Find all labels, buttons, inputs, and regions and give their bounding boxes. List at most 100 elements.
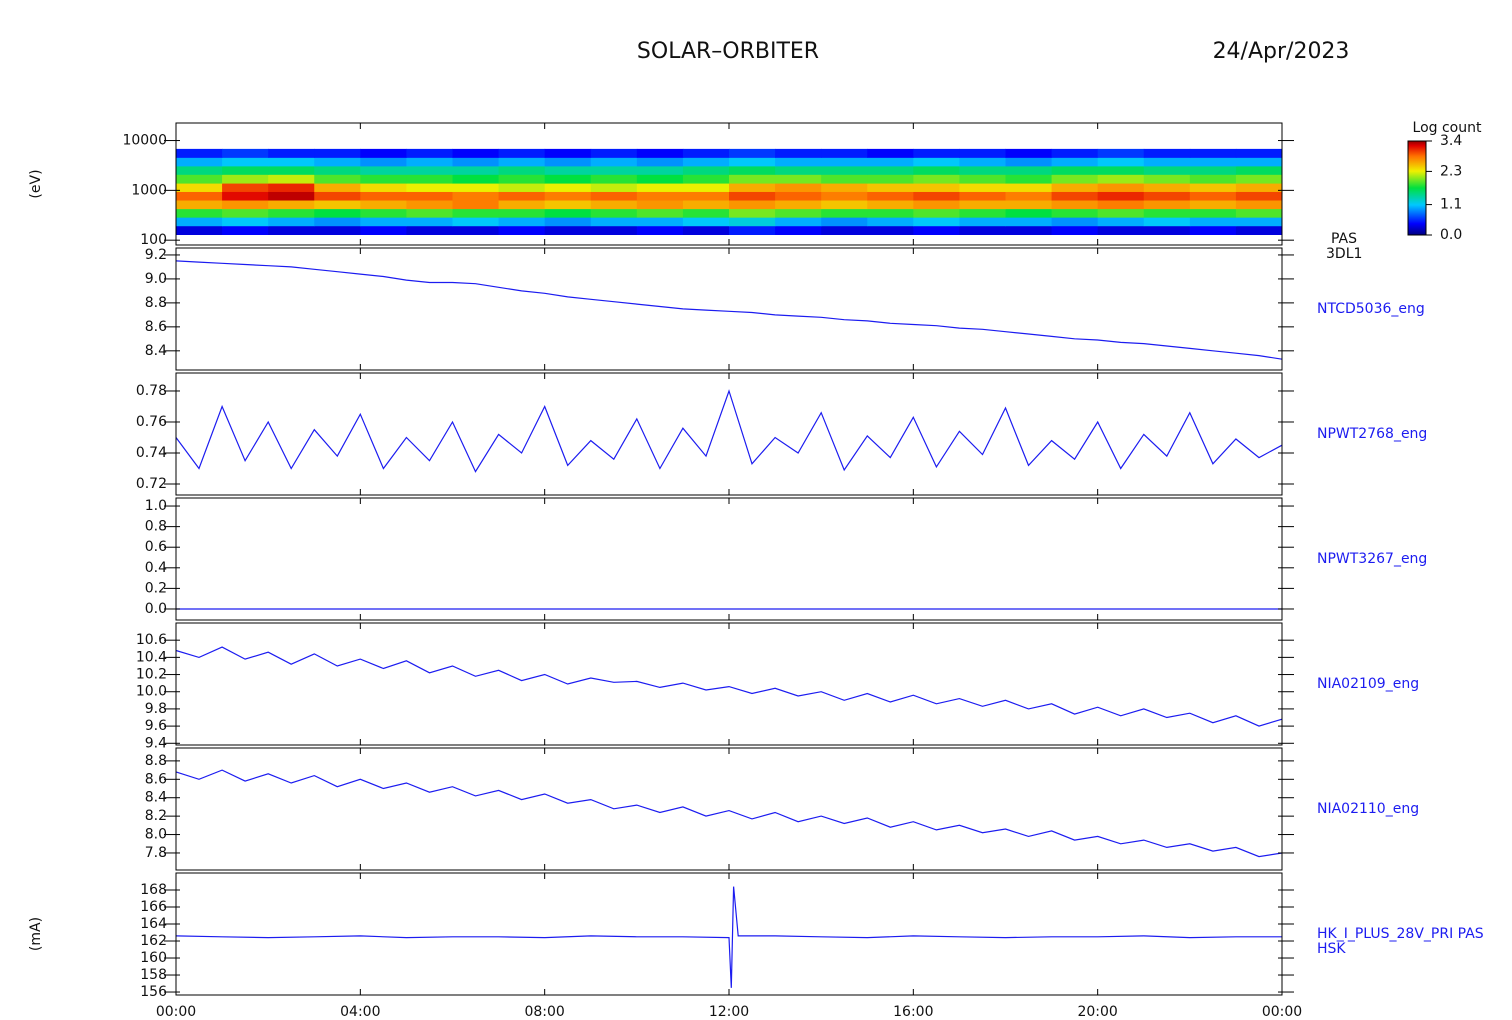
heatmap-cell — [314, 165, 361, 175]
heatmap-cell — [268, 148, 315, 158]
heatmap-cell — [1235, 157, 1283, 167]
heatmap-cell — [775, 225, 822, 235]
heatmap-cell — [682, 183, 730, 192]
heatmap-cell — [775, 148, 822, 158]
heatmap-cell — [498, 200, 546, 210]
x-tick-label: 00:00 — [1262, 1004, 1302, 1020]
heatmap-cell — [176, 225, 223, 235]
heatmap-cell — [913, 174, 960, 184]
heatmap-cell — [636, 191, 684, 201]
heatmap-cell — [959, 183, 1006, 192]
series-line — [175, 769, 1283, 858]
heatmap-cell — [682, 148, 730, 158]
panel-frame — [175, 747, 1283, 871]
y-tick-label: 1.0 — [145, 498, 167, 514]
heatmap-cell — [452, 157, 500, 167]
x-tick-label: 00:00 — [156, 1004, 196, 1020]
heatmap-cell — [636, 217, 684, 227]
x-tick-label: 16:00 — [893, 1004, 933, 1020]
heatmap-cell — [222, 225, 269, 235]
heatmap-cell — [729, 217, 776, 227]
heatmap-cell — [498, 225, 546, 235]
heatmap-cell — [636, 208, 684, 218]
heatmap-cell — [314, 225, 361, 235]
heatmap-cell — [867, 165, 914, 175]
heatmap-cell — [682, 200, 730, 210]
heatmap-cell — [729, 208, 776, 218]
heatmap-cell — [821, 208, 868, 218]
heatmap-cell — [360, 148, 407, 158]
heatmap-cell — [268, 157, 315, 167]
heatmap-cell — [729, 183, 776, 192]
heatmap-cell — [1051, 174, 1099, 184]
heatmap-cell — [913, 183, 960, 192]
heatmap-cell — [867, 217, 914, 227]
y-tick-label: 0.2 — [145, 580, 167, 596]
heatmap-cell — [636, 174, 684, 184]
heatmap-cell — [1051, 148, 1099, 158]
heatmap-cell — [268, 183, 315, 192]
heatmap-cell — [268, 165, 315, 175]
heatmap-cell — [913, 165, 960, 175]
y-tick-label: 0.0 — [145, 601, 167, 617]
title: SOLAR–ORBITER — [637, 39, 819, 64]
heatmap-cell — [406, 225, 453, 235]
heatmap-cell — [544, 208, 592, 218]
heatmap-cell — [360, 191, 407, 201]
heatmap-cell — [1235, 174, 1283, 184]
heatmap-cell — [1051, 225, 1099, 235]
colorbar-title: Log count — [1413, 120, 1482, 136]
series-line — [175, 260, 1283, 360]
heatmap-cell — [452, 174, 500, 184]
heatmap-cell — [498, 157, 546, 167]
heatmap-cell — [222, 148, 269, 158]
heatmap-cell — [1051, 208, 1099, 218]
heatmap-cell — [636, 165, 684, 175]
panel-label: PAS — [1331, 231, 1357, 247]
heatmap-cell — [176, 157, 223, 167]
heatmap-cell — [1235, 208, 1283, 218]
heatmap-cell — [1005, 191, 1053, 201]
heatmap-cell — [1097, 183, 1145, 192]
heatmap-cell — [1143, 191, 1191, 201]
y-tick-label: 160 — [140, 950, 167, 966]
heatmap-cell — [867, 174, 914, 184]
heatmap-cell — [406, 208, 453, 218]
y-tick-label: 8.4 — [145, 790, 167, 806]
heatmap-cell — [959, 157, 1006, 167]
heatmap-cell — [1097, 217, 1145, 227]
heatmap-cell — [360, 225, 407, 235]
series-label: NPWT2768_eng — [1317, 426, 1427, 442]
heatmap-cell — [1005, 208, 1053, 218]
heatmap-cell — [1097, 157, 1145, 167]
heatmap-cell — [913, 148, 960, 158]
heatmap-cell — [1005, 225, 1053, 235]
heatmap-cell — [590, 165, 638, 175]
heatmap-cell — [959, 200, 1006, 210]
heatmap-cell — [314, 148, 361, 158]
heatmap-cell — [452, 217, 500, 227]
heatmap-cell — [268, 225, 315, 235]
y-tick-label: 0.74 — [136, 445, 167, 461]
heatmap-cell — [452, 200, 500, 210]
heatmap-cell — [452, 165, 500, 175]
heatmap-cell — [636, 183, 684, 192]
heatmap-cell — [544, 157, 592, 167]
panel-instrument: 3DL1 — [1326, 246, 1362, 262]
series-label: HK_I_PLUS_28V_PRI PAS — [1317, 926, 1484, 942]
series-label: NTCD5036_eng — [1317, 301, 1425, 317]
heatmap-cell — [1005, 200, 1053, 210]
heatmap-cell — [176, 191, 223, 201]
heatmap-cell — [406, 183, 453, 192]
y-tick-label: 9.6 — [145, 718, 167, 734]
heatmap-cell — [314, 191, 361, 201]
heatmap-cell — [544, 217, 592, 227]
y-tick-label: 0.78 — [136, 383, 167, 399]
heatmap-cell — [360, 183, 407, 192]
heatmap-cell — [821, 174, 868, 184]
heatmap-cell — [590, 191, 638, 201]
colorbar-tick-label: 3.4 — [1440, 133, 1462, 149]
heatmap-cell — [1051, 191, 1099, 201]
y-tick-label: 158 — [140, 967, 167, 983]
heatmap-cell — [1189, 165, 1237, 175]
